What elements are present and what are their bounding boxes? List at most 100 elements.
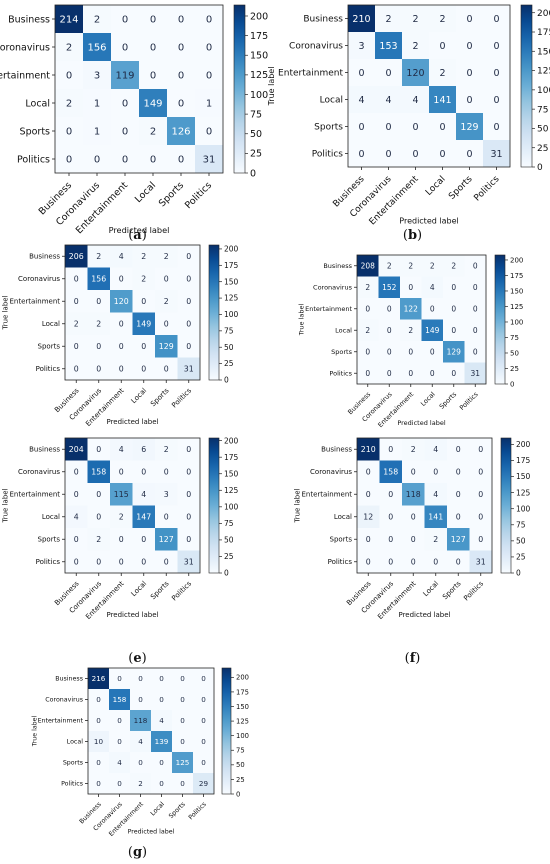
matrix-cell (357, 298, 379, 320)
colorbar-tick-label: 0 (224, 569, 229, 578)
matrix-cell (167, 33, 195, 61)
matrix-cell (139, 5, 167, 33)
matrix-cell (132, 460, 155, 483)
y-tick-label: Coronavirus (45, 697, 83, 704)
cell-value-label: 0 (74, 297, 79, 306)
matrix-cell (83, 145, 111, 173)
colorbar-tick-label: 0 (250, 168, 256, 179)
colorbar-tick-label: 100 (516, 504, 531, 513)
matrix-cell (109, 752, 130, 773)
x-tick-label: Politics (170, 579, 193, 602)
cell-value-label: 2 (365, 283, 370, 292)
cell-value-label: 3 (164, 490, 169, 499)
cell-value-label: 31 (184, 558, 194, 567)
cell-value-label: 0 (411, 558, 416, 567)
matrix-cell (167, 117, 195, 145)
cell-value-label: 0 (159, 779, 164, 788)
matrix-cell (375, 5, 402, 32)
matrix-cell (429, 5, 456, 32)
cell-value-label: 0 (159, 695, 164, 704)
colorbar-tick-label: 100 (224, 502, 239, 511)
colorbar-tick-label: 25 (224, 552, 234, 561)
matrix-cell (348, 140, 375, 167)
colorbar-tick-label: 175 (537, 28, 550, 38)
cell-value-label: 2 (439, 68, 445, 79)
matrix-cell (177, 483, 200, 506)
colorbar-tick-label: 125 (250, 70, 268, 81)
cell-value-label: 0 (206, 15, 212, 26)
matrix-cell (139, 33, 167, 61)
colorbar-tick-label: 150 (224, 469, 239, 478)
matrix-cell (111, 5, 139, 33)
confusion-matrix-svg: 206 2 4 2 2 00 156 0 2 0 00 0 120 0 2 02 2 0 149 0 00 0 0 0 129 0… (2, 244, 239, 428)
cell-value-label: 2 (66, 43, 72, 54)
y-axis-label: True label (2, 295, 10, 330)
confusion-matrix-panel: 210 2 2 2 0 0 3 153 2 0 0 0 0 0 120 2 0 0 4 4 4 141 0 0 0 0 0 0 129 0… (267, 0, 550, 248)
colorbar-tick-label: 75 (224, 519, 234, 528)
cell-value-label: 0 (119, 365, 124, 374)
matrix-cell (111, 145, 139, 173)
matrix-cell (109, 773, 130, 794)
cell-value-label: 0 (141, 535, 146, 544)
cell-value-label: 0 (164, 365, 169, 374)
cell-value-label: 216 (92, 674, 106, 683)
matrix-cell (110, 312, 133, 335)
matrix-cell (348, 113, 375, 140)
matrix-cell (402, 86, 429, 113)
matrix-cell (177, 335, 200, 358)
matrix-cell (443, 298, 465, 320)
colorbar-tick-label: 150 (250, 51, 268, 62)
colorbar-tick-label: 150 (510, 287, 523, 295)
matrix-cell (155, 312, 178, 335)
cell-value-label: 0 (456, 445, 461, 454)
cell-value-label: 2 (164, 252, 169, 261)
cell-value-label: 10 (94, 737, 104, 746)
matrix-cell (177, 357, 200, 380)
matrix-cell (87, 550, 110, 573)
matrix-cell (424, 438, 447, 461)
colorbar-tick-label: 100 (236, 732, 249, 740)
y-tick-label: Sports (63, 760, 83, 767)
cell-value-label: 0 (141, 558, 146, 567)
matrix-cell (357, 460, 380, 483)
matrix-cell (357, 341, 379, 363)
matrix-cell (65, 335, 88, 358)
y-tick-label: Business (29, 446, 60, 454)
cell-value-label: 2 (94, 15, 100, 26)
matrix-cell (87, 267, 110, 290)
matrix-cell (429, 113, 456, 140)
matrix-cell (195, 33, 223, 61)
cell-value-label: 158 (91, 468, 106, 477)
cell-value-label: 210 (361, 445, 376, 454)
cell-value-label: 2 (365, 326, 370, 335)
y-tick-label: Business (321, 446, 352, 454)
colorbar-tick-label: 200 (236, 674, 249, 682)
matrix-cell (87, 460, 110, 483)
matrix-cell (139, 89, 167, 117)
matrix-cell (421, 319, 443, 341)
matrix-cell (375, 59, 402, 86)
cell-value-label: 2 (385, 14, 391, 25)
cell-value-label: 127 (159, 535, 174, 544)
cell-value-label: 115 (114, 490, 129, 499)
y-tick-label: Politics (328, 558, 353, 566)
x-axis-label: Predicted label (128, 829, 175, 836)
matrix-cell (167, 5, 195, 33)
matrix-cell (400, 362, 422, 384)
matrix-cell (443, 255, 465, 277)
cell-value-label: 0 (456, 468, 461, 477)
cell-value-label: 4 (433, 490, 438, 499)
colorbar (520, 4, 533, 168)
matrix-cell (87, 290, 110, 313)
colorbar-tick-label: 150 (224, 277, 239, 286)
matrix-cell (83, 89, 111, 117)
matrix-cell (193, 689, 214, 710)
cell-value-label: 0 (74, 275, 79, 284)
cell-value-label: 1 (94, 99, 100, 110)
cell-value-label: 2 (164, 445, 169, 454)
matrix-cell (357, 483, 380, 506)
matrix-frame (64, 244, 201, 381)
x-tick-label: Sports (157, 180, 186, 209)
cell-value-label: 0 (388, 490, 393, 499)
y-axis-label: True label (294, 488, 302, 523)
